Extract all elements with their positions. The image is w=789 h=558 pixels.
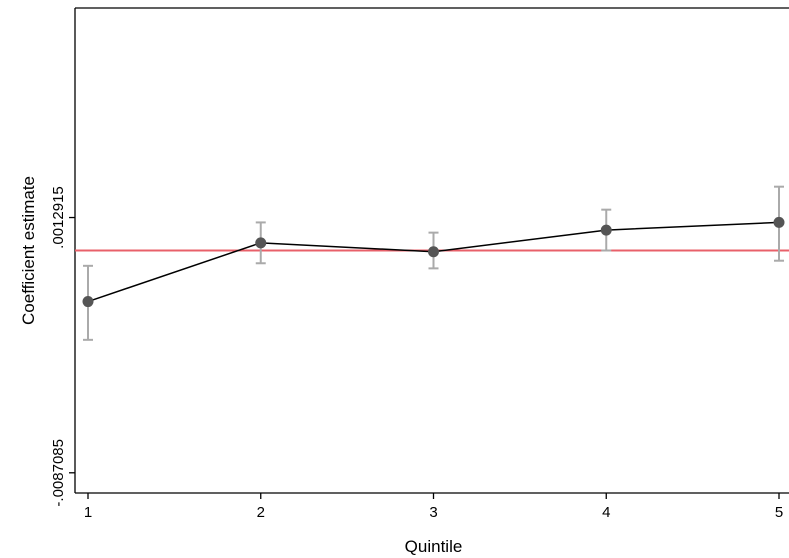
x-tick-label: 4	[602, 504, 610, 521]
x-tick-label: 1	[84, 504, 92, 521]
data-point-layer	[82, 216, 785, 308]
data-point	[82, 296, 94, 308]
x-tick-label: 3	[429, 504, 437, 521]
data-point	[600, 224, 612, 236]
y-tick-label: .0012915	[50, 186, 67, 249]
data-point	[428, 246, 439, 258]
x-tick-label: 2	[257, 504, 265, 521]
y-axis-title: Coefficient estimate	[19, 176, 38, 325]
error-bar-layer	[83, 185, 784, 341]
y-axis-ticks: -.0087085 .0012915	[50, 186, 75, 507]
y-tick-label: -.0087085	[50, 439, 67, 507]
data-point	[773, 216, 785, 228]
x-tick-label: 5	[775, 504, 783, 521]
data-point	[255, 237, 267, 249]
x-axis-ticks: 1 2 3 4 5	[84, 493, 783, 521]
x-axis-title: Quintile	[405, 537, 463, 556]
